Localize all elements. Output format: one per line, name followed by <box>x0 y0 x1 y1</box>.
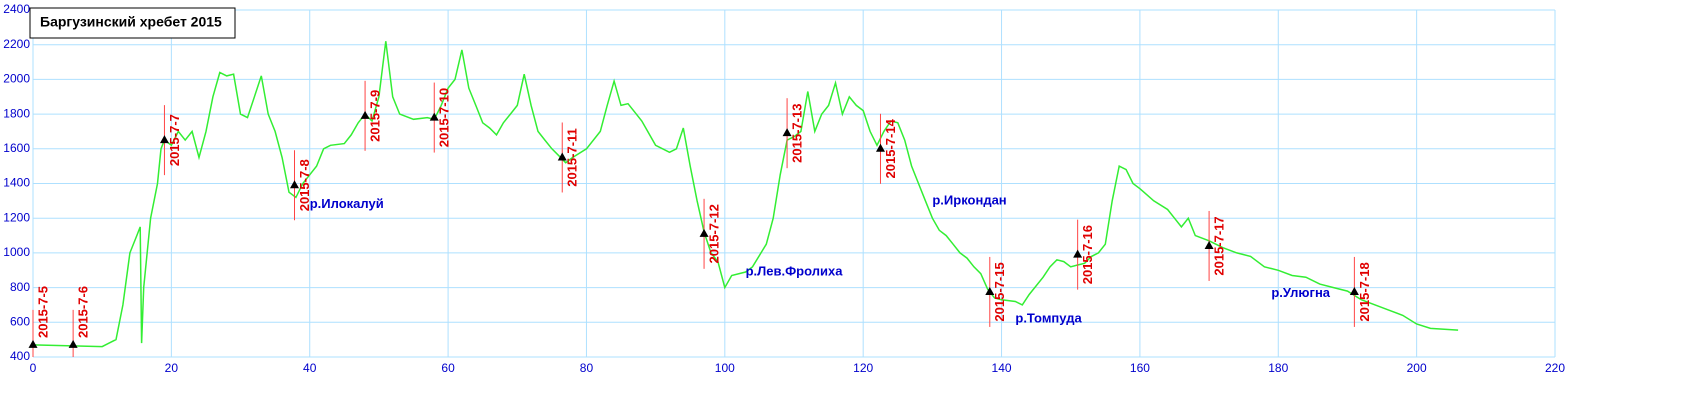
day-label: 2015-7-8 <box>297 159 312 211</box>
river-label: р.Лев.Фролиха <box>746 263 844 278</box>
day-marker <box>699 228 709 237</box>
river-label: р.Томпуда <box>1015 310 1082 325</box>
x-tick-label: 140 <box>992 361 1012 375</box>
x-tick-label: 20 <box>165 361 179 375</box>
y-tick-label: 2200 <box>3 37 30 51</box>
day-marker <box>557 152 567 161</box>
day-label: 2015-7-5 <box>35 286 50 338</box>
y-tick-label: 2000 <box>3 72 30 86</box>
x-tick-label: 180 <box>1268 361 1288 375</box>
y-tick-label: 1800 <box>3 106 30 120</box>
day-marker <box>159 135 169 144</box>
day-label: 2015-7-14 <box>883 118 898 178</box>
x-tick-label: 220 <box>1545 361 1565 375</box>
day-marker <box>429 112 439 121</box>
x-tick-label: 100 <box>715 361 735 375</box>
day-label: 2015-7-17 <box>1212 216 1227 275</box>
day-label: 2015-7-16 <box>1080 225 1095 284</box>
day-marker <box>360 110 370 119</box>
y-tick-label: 600 <box>10 314 30 328</box>
y-tick-label: 2400 <box>3 2 30 16</box>
x-tick-label: 200 <box>1407 361 1427 375</box>
day-label: 2015-7-7 <box>167 114 182 166</box>
day-label: 2015-7-6 <box>76 286 91 338</box>
x-tick-label: 80 <box>580 361 594 375</box>
x-tick-label: 0 <box>30 361 37 375</box>
x-tick-label: 160 <box>1130 361 1150 375</box>
day-label: 2015-7-13 <box>790 104 805 163</box>
x-tick-label: 40 <box>303 361 317 375</box>
y-tick-label: 400 <box>10 349 30 363</box>
day-label: 2015-7-15 <box>992 262 1007 321</box>
day-label: 2015-7-18 <box>1357 262 1372 321</box>
day-marker <box>875 143 885 152</box>
day-marker <box>1204 240 1214 249</box>
title-box <box>29 7 236 39</box>
day-label: 2015-7-9 <box>368 90 383 142</box>
y-tick-label: 1000 <box>3 245 30 259</box>
x-tick-label: 60 <box>441 361 455 375</box>
day-label: 2015-7-11 <box>565 128 580 187</box>
y-tick-label: 1400 <box>3 176 30 190</box>
river-label: р.Илокалуй <box>310 196 384 211</box>
day-marker <box>782 128 792 137</box>
river-label: р.Иркондан <box>932 192 1006 207</box>
y-tick-label: 1600 <box>3 141 30 155</box>
x-tick-label: 120 <box>853 361 873 375</box>
chart-title: Баргузинский хребет 2015 <box>40 14 222 30</box>
day-label: 2015-7-10 <box>437 88 452 147</box>
day-marker <box>290 180 300 189</box>
day-marker <box>1349 286 1359 295</box>
day-marker <box>1073 249 1083 258</box>
y-tick-label: 800 <box>10 280 30 294</box>
day-marker <box>28 339 38 348</box>
river-label: р.Улюгна <box>1271 285 1330 300</box>
day-marker <box>985 286 995 295</box>
day-marker <box>68 339 78 348</box>
y-tick-label: 1200 <box>3 210 30 224</box>
day-label: 2015-7-12 <box>707 204 722 263</box>
